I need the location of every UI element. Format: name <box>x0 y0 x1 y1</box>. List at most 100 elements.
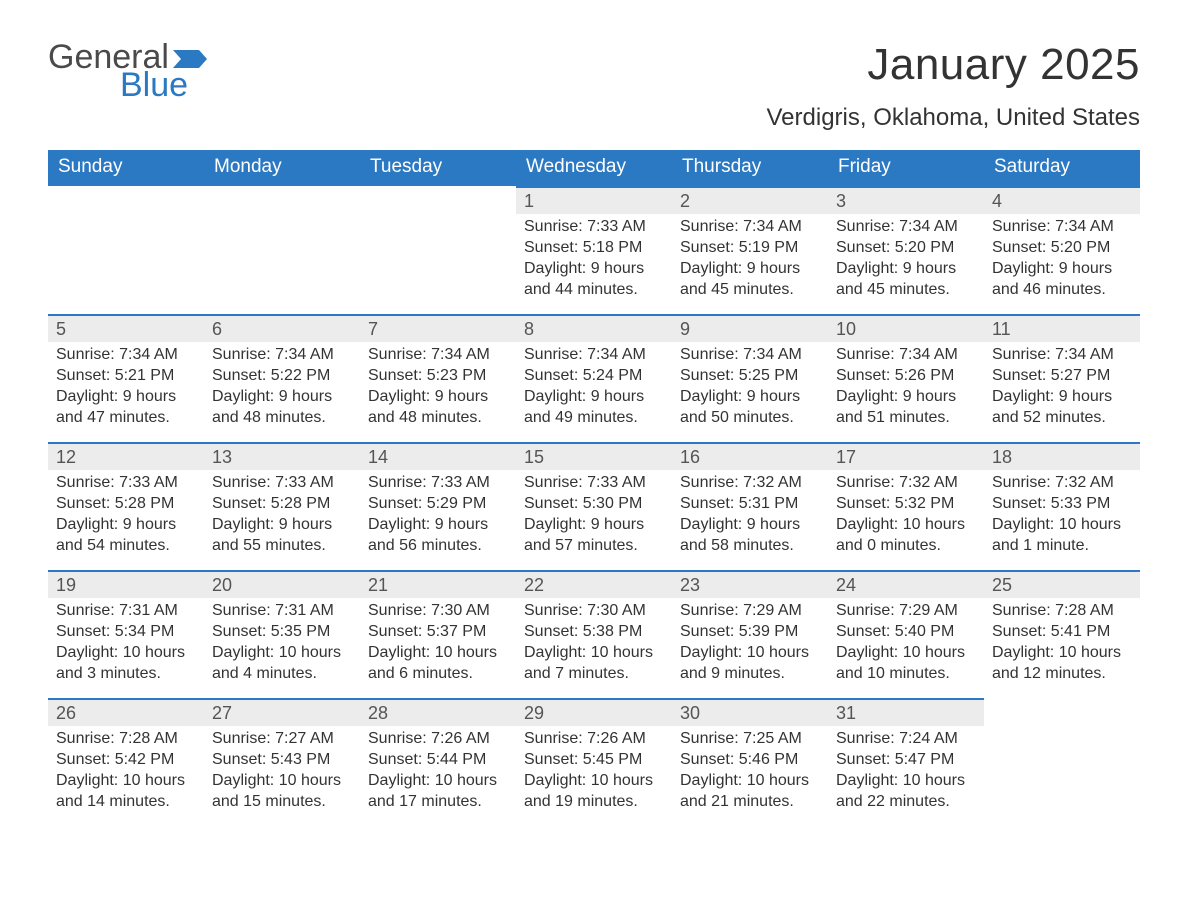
daylight-line: Daylight: 10 hours and 3 minutes. <box>56 642 196 684</box>
sunrise-line-value: 7:34 AM <box>431 346 490 363</box>
sunrise-line-label: Sunrise: <box>212 346 275 363</box>
sunset-line-value: 5:42 PM <box>115 751 175 768</box>
sunset-line: Sunset: 5:26 PM <box>836 365 976 386</box>
sunrise-line: Sunrise: 7:29 AM <box>836 600 976 621</box>
daylight-line: Daylight: 9 hours and 44 minutes. <box>524 258 664 300</box>
day-details: Sunrise: 7:34 AMSunset: 5:25 PMDaylight:… <box>672 342 828 432</box>
sunrise-line: Sunrise: 7:30 AM <box>524 600 664 621</box>
sunset-line-label: Sunset: <box>56 623 115 640</box>
day-details: Sunrise: 7:34 AMSunset: 5:20 PMDaylight:… <box>984 214 1140 304</box>
title-block: January 2025 Verdigris, Oklahoma, United… <box>766 40 1140 132</box>
daylight-line: Daylight: 10 hours and 10 minutes. <box>836 642 976 684</box>
weekday-header: Saturday <box>984 150 1140 186</box>
sunset-line: Sunset: 5:35 PM <box>212 621 352 642</box>
sunrise-line-value: 7:34 AM <box>119 346 178 363</box>
sunrise-line-label: Sunrise: <box>56 474 119 491</box>
sunset-line-label: Sunset: <box>992 239 1051 256</box>
weekday-header-row: SundayMondayTuesdayWednesdayThursdayFrid… <box>48 150 1140 186</box>
daylight-line: Daylight: 9 hours and 58 minutes. <box>680 514 820 556</box>
sunrise-line-label: Sunrise: <box>680 602 743 619</box>
sunrise-line: Sunrise: 7:29 AM <box>680 600 820 621</box>
sunrise-line-value: 7:34 AM <box>899 218 958 235</box>
day-details: Sunrise: 7:33 AMSunset: 5:30 PMDaylight:… <box>516 470 672 560</box>
day-number: 20 <box>204 570 360 598</box>
sunrise-line: Sunrise: 7:34 AM <box>680 344 820 365</box>
sunrise-line: Sunrise: 7:34 AM <box>836 344 976 365</box>
sunrise-line-value: 7:33 AM <box>587 218 646 235</box>
daylight-line-label: Daylight: <box>680 772 747 789</box>
calendar-day: 19Sunrise: 7:31 AMSunset: 5:34 PMDayligh… <box>48 570 204 698</box>
day-number: 13 <box>204 442 360 470</box>
calendar-day: 17Sunrise: 7:32 AMSunset: 5:32 PMDayligh… <box>828 442 984 570</box>
sunset-line-label: Sunset: <box>836 367 895 384</box>
sunrise-line: Sunrise: 7:34 AM <box>368 344 508 365</box>
sunrise-line-label: Sunrise: <box>680 474 743 491</box>
sunset-line: Sunset: 5:47 PM <box>836 749 976 770</box>
sunset-line: Sunset: 5:43 PM <box>212 749 352 770</box>
weekday-header: Wednesday <box>516 150 672 186</box>
sunrise-line-label: Sunrise: <box>56 346 119 363</box>
day-details: Sunrise: 7:28 AMSunset: 5:41 PMDaylight:… <box>984 598 1140 688</box>
sunset-line-value: 5:34 PM <box>115 623 175 640</box>
daylight-line: Daylight: 10 hours and 19 minutes. <box>524 770 664 812</box>
calendar-day: 3Sunrise: 7:34 AMSunset: 5:20 PMDaylight… <box>828 186 984 314</box>
sunrise-line: Sunrise: 7:34 AM <box>992 216 1132 237</box>
day-number: 2 <box>672 186 828 214</box>
sunrise-line-value: 7:34 AM <box>587 346 646 363</box>
daylight-line: Daylight: 10 hours and 14 minutes. <box>56 770 196 812</box>
calendar: SundayMondayTuesdayWednesdayThursdayFrid… <box>48 150 1140 826</box>
sunset-line: Sunset: 5:20 PM <box>836 237 976 258</box>
sunrise-line: Sunrise: 7:34 AM <box>212 344 352 365</box>
sunrise-line-label: Sunrise: <box>212 474 275 491</box>
sunset-line-value: 5:18 PM <box>583 239 643 256</box>
day-number: 28 <box>360 698 516 726</box>
sunset-line-value: 5:32 PM <box>895 495 955 512</box>
day-number: 17 <box>828 442 984 470</box>
sunrise-line-value: 7:32 AM <box>899 474 958 491</box>
daylight-line-label: Daylight: <box>992 644 1059 661</box>
sunrise-line-label: Sunrise: <box>992 474 1055 491</box>
sunrise-line-value: 7:33 AM <box>275 474 334 491</box>
sunrise-line-value: 7:34 AM <box>1055 346 1114 363</box>
sunset-line-label: Sunset: <box>368 367 427 384</box>
sunrise-line-value: 7:32 AM <box>743 474 802 491</box>
sunrise-line-value: 7:34 AM <box>275 346 334 363</box>
day-number: 16 <box>672 442 828 470</box>
sunrise-line: Sunrise: 7:31 AM <box>212 600 352 621</box>
sunset-line: Sunset: 5:19 PM <box>680 237 820 258</box>
daylight-line: Daylight: 9 hours and 45 minutes. <box>680 258 820 300</box>
calendar-day: 10Sunrise: 7:34 AMSunset: 5:26 PMDayligh… <box>828 314 984 442</box>
daylight-line-label: Daylight: <box>836 644 903 661</box>
calendar-day: 30Sunrise: 7:25 AMSunset: 5:46 PMDayligh… <box>672 698 828 826</box>
calendar-day: 31Sunrise: 7:24 AMSunset: 5:47 PMDayligh… <box>828 698 984 826</box>
sunset-line: Sunset: 5:41 PM <box>992 621 1132 642</box>
sunset-line-value: 5:38 PM <box>583 623 643 640</box>
calendar-day: 12Sunrise: 7:33 AMSunset: 5:28 PMDayligh… <box>48 442 204 570</box>
sunset-line-label: Sunset: <box>212 495 271 512</box>
calendar-empty-day <box>360 186 516 314</box>
day-number: 30 <box>672 698 828 726</box>
sunset-line-label: Sunset: <box>212 751 271 768</box>
sunrise-line-label: Sunrise: <box>368 346 431 363</box>
sunrise-line-label: Sunrise: <box>680 346 743 363</box>
sunrise-line-label: Sunrise: <box>836 346 899 363</box>
sunset-line-label: Sunset: <box>680 239 739 256</box>
sunset-line-label: Sunset: <box>836 623 895 640</box>
sunset-line-value: 5:44 PM <box>427 751 487 768</box>
sunrise-line-label: Sunrise: <box>836 474 899 491</box>
weekday-header: Monday <box>204 150 360 186</box>
daylight-line: Daylight: 9 hours and 49 minutes. <box>524 386 664 428</box>
calendar-empty-day <box>48 186 204 314</box>
sunrise-line-value: 7:25 AM <box>743 730 802 747</box>
sunrise-line-label: Sunrise: <box>836 730 899 747</box>
day-number: 4 <box>984 186 1140 214</box>
day-details: Sunrise: 7:30 AMSunset: 5:38 PMDaylight:… <box>516 598 672 688</box>
day-details: Sunrise: 7:27 AMSunset: 5:43 PMDaylight:… <box>204 726 360 816</box>
day-number: 31 <box>828 698 984 726</box>
day-details: Sunrise: 7:24 AMSunset: 5:47 PMDaylight:… <box>828 726 984 816</box>
daylight-line: Daylight: 9 hours and 45 minutes. <box>836 258 976 300</box>
sunset-line-value: 5:20 PM <box>895 239 955 256</box>
day-number: 14 <box>360 442 516 470</box>
daylight-line: Daylight: 10 hours and 21 minutes. <box>680 770 820 812</box>
daylight-line-label: Daylight: <box>680 260 747 277</box>
